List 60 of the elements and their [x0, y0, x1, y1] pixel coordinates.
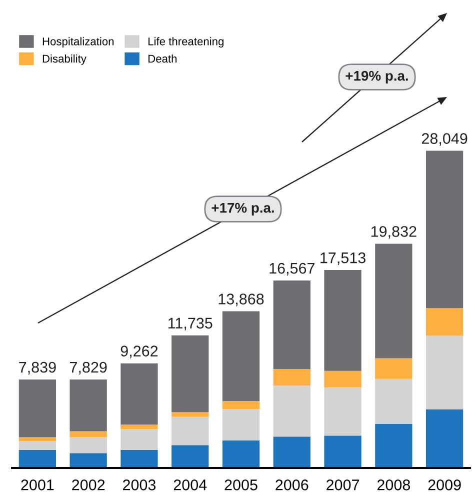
annotation: +17% p.a. — [212, 202, 274, 216]
annotation: 11,735 — [168, 318, 212, 330]
bar — [172, 412, 209, 417]
bar — [120, 450, 158, 468]
bar — [70, 379, 107, 432]
x-tick-label: 2008 — [377, 480, 410, 490]
bar — [172, 335, 209, 412]
bar — [324, 270, 362, 371]
x-tick-label: 2001 — [21, 480, 54, 490]
bar — [273, 436, 310, 468]
bar — [375, 424, 412, 468]
bar — [375, 358, 412, 379]
x-tick-label: 2009 — [428, 480, 461, 490]
bar — [375, 378, 412, 424]
bar — [172, 416, 209, 446]
bar — [70, 431, 107, 438]
legend-label: Death — [148, 54, 177, 63]
annotation: 28,049 — [422, 133, 468, 146]
annotation: 13,868 — [218, 294, 264, 306]
bar — [324, 436, 362, 468]
bar — [222, 311, 260, 402]
x-tick-label: 2002 — [72, 480, 105, 490]
bar — [426, 308, 464, 336]
x-tick-label: 2006 — [276, 480, 308, 490]
bar — [426, 150, 464, 308]
annotation: 19,832 — [371, 226, 416, 239]
bar — [18, 450, 56, 468]
bar — [18, 437, 56, 442]
bar — [222, 440, 260, 468]
text: +19% p.a. — [346, 70, 408, 84]
annotation: 9,262 — [120, 346, 158, 358]
x-tick-label: 2003 — [123, 480, 156, 490]
bar — [375, 244, 412, 358]
legend-label: Hospitalization — [42, 37, 114, 48]
bar — [222, 408, 260, 440]
bar — [70, 437, 107, 454]
legend-label: Life threatening — [148, 37, 224, 48]
bar — [18, 379, 56, 438]
bar — [426, 336, 464, 410]
bar — [172, 445, 209, 468]
bar — [120, 429, 158, 450]
x-tick-label: 2007 — [326, 480, 360, 490]
x-tick-label: 2004 — [174, 480, 207, 490]
annotation: 7,829 — [70, 362, 107, 374]
bar — [120, 424, 158, 430]
bar — [273, 280, 310, 370]
bar — [324, 387, 362, 436]
bar — [426, 409, 464, 468]
annotation: 17,513 — [320, 252, 366, 266]
annotation: 7,839 — [19, 362, 56, 374]
bar — [324, 370, 362, 388]
bar — [18, 441, 56, 450]
legend-label: Disability — [42, 54, 86, 65]
x-tick-label: 2005 — [224, 480, 258, 490]
bar — [273, 369, 310, 386]
bar — [222, 401, 260, 409]
bar — [120, 363, 158, 425]
bar — [273, 386, 310, 437]
annotation: 16,567 — [270, 262, 314, 276]
bar — [70, 453, 107, 468]
